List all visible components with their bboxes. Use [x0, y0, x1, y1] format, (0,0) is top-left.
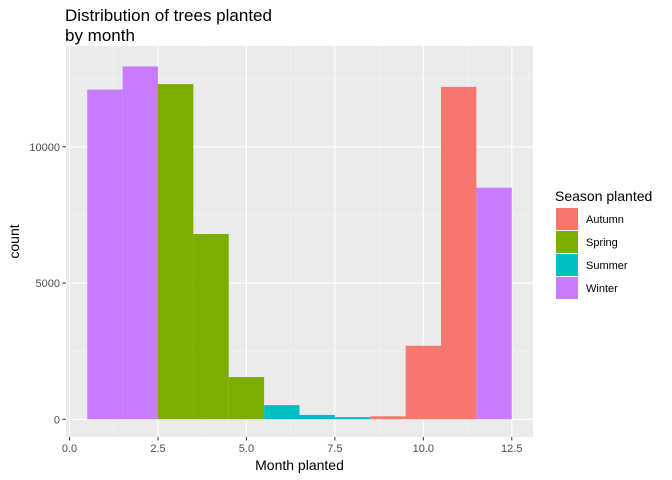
- x-tick-label: 7.5: [327, 443, 342, 455]
- bars: [87, 66, 512, 420]
- legend-label-autumn: Autumn: [586, 214, 624, 226]
- bar-spring: [157, 84, 194, 420]
- x-tick-label: 10.0: [413, 443, 434, 455]
- y-tick-label: 10000: [29, 142, 60, 154]
- legend-label-summer: Summer: [586, 260, 628, 272]
- legend-label-spring: Spring: [586, 237, 618, 249]
- bar-winter: [122, 66, 158, 420]
- bar-winter: [87, 89, 123, 420]
- chart-title: Distribution of trees planted by month: [65, 6, 272, 45]
- y-tick-label: 0: [54, 414, 60, 426]
- x-tick-label: 0.0: [62, 443, 77, 455]
- legend-label-winter: Winter: [586, 283, 618, 295]
- legend-swatch-spring: [556, 231, 578, 253]
- bar-autumn: [370, 416, 406, 420]
- bar-summer: [264, 405, 300, 420]
- bar-autumn: [441, 86, 477, 420]
- legend: Season planted Autumn Spring Summer Winter: [555, 188, 652, 299]
- x-axis-title: Month planted: [255, 457, 344, 473]
- bar-winter: [476, 187, 512, 420]
- bar-autumn: [405, 345, 442, 420]
- bar-summer: [299, 414, 335, 420]
- x-tick-label: 5.0: [239, 443, 254, 455]
- x-tick-label: 12.5: [501, 443, 522, 455]
- y-axis: 0 5000 10000: [29, 142, 66, 426]
- x-tick-label: 2.5: [150, 443, 165, 455]
- y-axis-title: count: [6, 224, 22, 258]
- legend-swatch-autumn: [556, 208, 578, 230]
- legend-title: Season planted: [555, 188, 652, 204]
- bar-summer: [334, 417, 371, 420]
- legend-swatch-winter: [556, 277, 578, 299]
- x-axis: 0.0 2.5 5.0 7.5 10.0 12.5: [62, 437, 522, 455]
- legend-swatch-summer: [556, 254, 578, 276]
- bar-spring: [228, 377, 265, 420]
- y-tick-label: 5000: [36, 278, 60, 290]
- bar-spring: [193, 234, 229, 420]
